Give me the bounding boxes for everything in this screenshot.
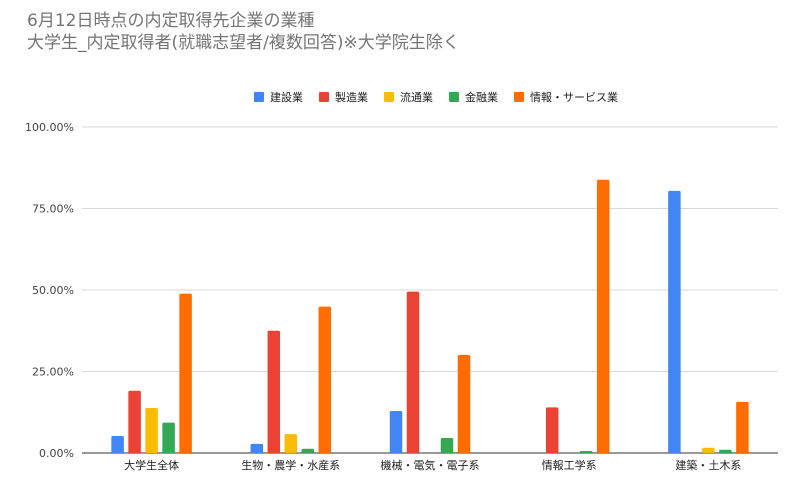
bar bbox=[579, 451, 593, 453]
legend-label: 建設業 bbox=[270, 90, 303, 104]
bar bbox=[596, 179, 610, 453]
legend-swatch bbox=[449, 92, 459, 102]
bar bbox=[545, 407, 559, 453]
bar bbox=[162, 422, 175, 453]
bar bbox=[406, 291, 420, 453]
bar bbox=[267, 330, 281, 453]
bar bbox=[389, 410, 403, 453]
y-tick-label: 25.00% bbox=[32, 366, 74, 379]
legend-swatch bbox=[319, 92, 329, 102]
legend-label: 情報・サービス業 bbox=[530, 91, 618, 104]
bar bbox=[736, 401, 749, 453]
bar bbox=[111, 436, 124, 453]
bar bbox=[301, 448, 315, 453]
x-category-label: 情報工学系 bbox=[542, 458, 597, 472]
chart-subtitle: 大学生_内定取得者(就職志望者/複数回答)※大学院生除く bbox=[27, 33, 460, 53]
chart-title-block: 6月12日時点の内定取得先企業の業種 大学生_内定取得者(就職志望者/複数回答)… bbox=[27, 10, 460, 54]
y-tick-label: 75.00% bbox=[32, 203, 74, 216]
x-category-label: 大学生全体 bbox=[124, 458, 179, 472]
legend-label: 製造業 bbox=[335, 90, 368, 104]
x-category-label: 建築・土木系 bbox=[675, 458, 741, 472]
bar bbox=[250, 443, 264, 453]
x-category-label: 生物・農学・水産系 bbox=[241, 458, 340, 472]
chart-title: 6月12日時点の内定取得先企業の業種 bbox=[27, 11, 315, 31]
legend-label: 流通業 bbox=[400, 90, 433, 104]
bar bbox=[179, 293, 192, 453]
x-category-label: 機械・電気・電子系 bbox=[381, 458, 480, 472]
bar bbox=[457, 354, 471, 453]
y-tick-label: 100.00% bbox=[25, 121, 74, 134]
legend-swatch bbox=[384, 92, 394, 102]
bar bbox=[128, 390, 141, 453]
bar bbox=[145, 408, 158, 453]
legend-label: 金融業 bbox=[465, 90, 498, 104]
bar bbox=[719, 449, 732, 453]
bar bbox=[668, 190, 681, 453]
bar bbox=[440, 438, 454, 453]
legend-swatch bbox=[254, 92, 264, 102]
y-tick-label: 0.00% bbox=[39, 447, 74, 460]
legend-swatch bbox=[514, 92, 524, 102]
bar bbox=[702, 447, 715, 453]
bar bbox=[318, 306, 332, 453]
y-tick-label: 50.00% bbox=[32, 284, 74, 297]
bar bbox=[284, 434, 298, 453]
